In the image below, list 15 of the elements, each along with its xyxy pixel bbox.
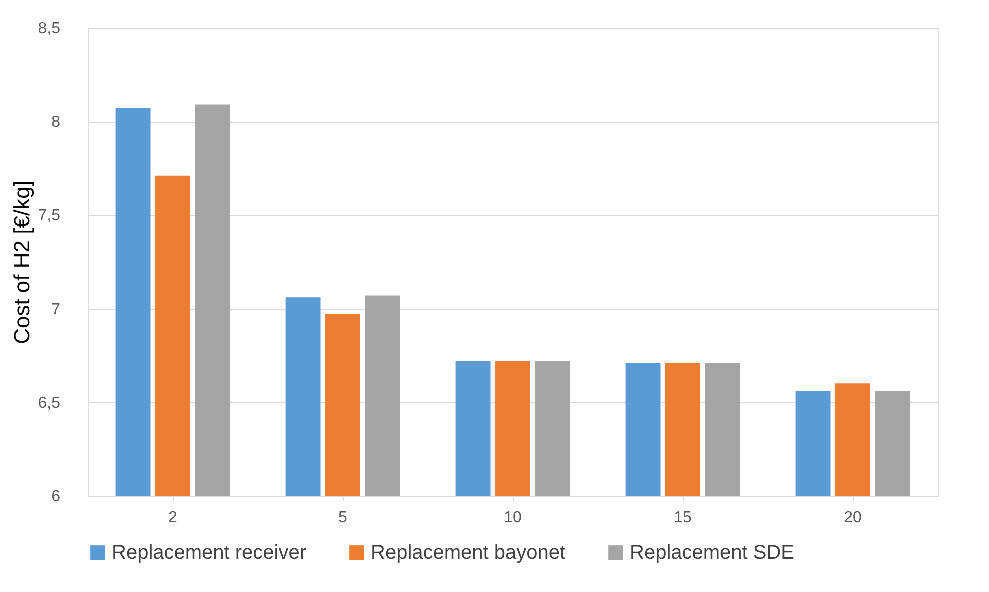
legend-label: Replacement bayonet bbox=[371, 542, 566, 564]
y-tick-label: 8,5 bbox=[38, 20, 61, 38]
x-tick-label: 10 bbox=[504, 510, 522, 526]
x-tick-label: 5 bbox=[338, 510, 348, 526]
x-tick-label: 20 bbox=[844, 510, 862, 526]
y-tick-label: 7 bbox=[52, 301, 61, 318]
legend-label: Replacement receiver bbox=[112, 542, 307, 564]
y-tick-label: 8 bbox=[52, 114, 61, 132]
y-tick-label: 7,5 bbox=[38, 208, 61, 225]
y-axis-title: Cost of H2 [€/kg] bbox=[9, 180, 34, 344]
y-tick-label: 6,5 bbox=[38, 394, 61, 412]
y-tick-label: 6 bbox=[52, 488, 61, 506]
x-tick-label: 2 bbox=[168, 510, 178, 526]
x-tick-label: 15 bbox=[674, 510, 692, 526]
legend-label: Replacement SDE bbox=[630, 542, 795, 564]
